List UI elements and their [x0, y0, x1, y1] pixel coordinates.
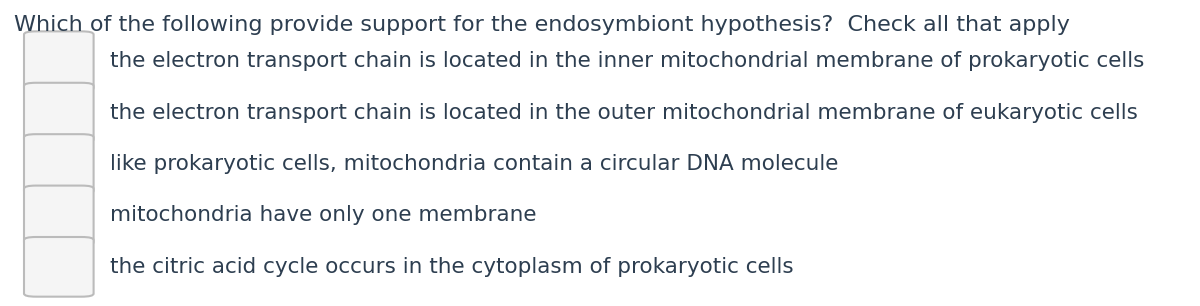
- FancyBboxPatch shape: [24, 83, 94, 143]
- Text: mitochondria have only one membrane: mitochondria have only one membrane: [110, 205, 536, 226]
- FancyBboxPatch shape: [24, 185, 94, 245]
- Text: the citric acid cycle occurs in the cytoplasm of prokaryotic cells: the citric acid cycle occurs in the cyto…: [110, 257, 794, 277]
- Text: the electron transport chain is located in the outer mitochondrial membrane of e: the electron transport chain is located …: [110, 103, 1139, 123]
- FancyBboxPatch shape: [24, 134, 94, 194]
- FancyBboxPatch shape: [24, 32, 94, 91]
- FancyBboxPatch shape: [24, 237, 94, 297]
- Text: the electron transport chain is located in the inner mitochondrial membrane of p: the electron transport chain is located …: [110, 51, 1145, 71]
- Text: Which of the following provide support for the endosymbiont hypothesis?  Check a: Which of the following provide support f…: [14, 15, 1070, 35]
- Text: like prokaryotic cells, mitochondria contain a circular DNA molecule: like prokaryotic cells, mitochondria con…: [110, 154, 839, 174]
